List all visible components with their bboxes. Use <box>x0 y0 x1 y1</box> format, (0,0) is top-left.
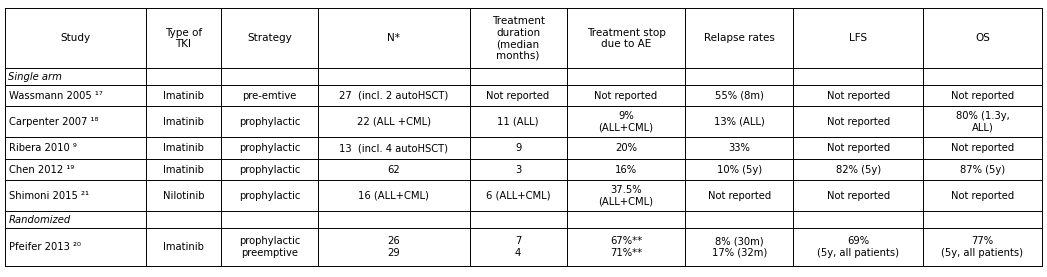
Text: Randomized: Randomized <box>8 215 70 225</box>
Text: Imatinib: Imatinib <box>163 117 204 127</box>
Text: Not reported: Not reported <box>826 91 890 101</box>
Text: 20%: 20% <box>615 143 637 153</box>
Text: 10% (5y): 10% (5y) <box>717 165 762 175</box>
Text: prophylactic: prophylactic <box>239 143 300 153</box>
Text: prophylactic: prophylactic <box>239 165 300 175</box>
Text: Pfeifer 2013 ²⁰: Pfeifer 2013 ²⁰ <box>9 242 82 252</box>
Text: N*: N* <box>387 33 400 43</box>
Text: Type of
TKI: Type of TKI <box>164 27 202 49</box>
Text: Carpenter 2007 ¹⁸: Carpenter 2007 ¹⁸ <box>9 117 98 127</box>
Text: Not reported: Not reported <box>708 191 771 201</box>
Text: 9%
(ALL+CML): 9% (ALL+CML) <box>599 111 653 133</box>
Text: 27  (incl. 2 autoHSCT): 27 (incl. 2 autoHSCT) <box>339 91 448 101</box>
Text: Nilotinib: Nilotinib <box>162 191 204 201</box>
Text: pre-emtive: pre-emtive <box>243 91 297 101</box>
Text: 69%
(5y, all patients): 69% (5y, all patients) <box>818 236 899 258</box>
Text: Imatinib: Imatinib <box>163 165 204 175</box>
Text: Ribera 2010 ⁹: Ribera 2010 ⁹ <box>9 143 77 153</box>
Text: Study: Study <box>61 33 90 43</box>
Text: 80% (1.3y,
ALL): 80% (1.3y, ALL) <box>956 111 1009 133</box>
Text: 77%
(5y, all patients): 77% (5y, all patients) <box>941 236 1023 258</box>
Text: 82% (5y): 82% (5y) <box>836 165 881 175</box>
Text: 3: 3 <box>515 165 521 175</box>
Text: Imatinib: Imatinib <box>163 242 204 252</box>
Text: Shimoni 2015 ²¹: Shimoni 2015 ²¹ <box>9 191 89 201</box>
Text: Strategy: Strategy <box>247 33 292 43</box>
Text: prophylactic: prophylactic <box>239 191 300 201</box>
Text: 16%: 16% <box>615 165 638 175</box>
Text: 16 (ALL+CML): 16 (ALL+CML) <box>358 191 429 201</box>
Text: Treatment
duration
(median
months): Treatment duration (median months) <box>492 16 544 61</box>
Text: 7
4: 7 4 <box>515 236 521 258</box>
Text: 37.5%
(ALL+CML): 37.5% (ALL+CML) <box>599 185 653 207</box>
Text: 6 (ALL+CML): 6 (ALL+CML) <box>486 191 551 201</box>
Text: Not reported: Not reported <box>951 91 1013 101</box>
Text: 55% (8m): 55% (8m) <box>715 91 764 101</box>
Text: Imatinib: Imatinib <box>163 143 204 153</box>
Text: 13  (incl. 4 autoHSCT): 13 (incl. 4 autoHSCT) <box>339 143 448 153</box>
Text: 67%**
71%**: 67%** 71%** <box>610 236 642 258</box>
Text: Not reported: Not reported <box>826 191 890 201</box>
Text: Not reported: Not reported <box>487 91 550 101</box>
Text: Treatment stop
due to AE: Treatment stop due to AE <box>586 27 666 49</box>
Text: Not reported: Not reported <box>951 191 1013 201</box>
Text: 22 (ALL +CML): 22 (ALL +CML) <box>357 117 431 127</box>
Text: Chen 2012 ¹⁹: Chen 2012 ¹⁹ <box>9 165 74 175</box>
Text: Not reported: Not reported <box>595 91 658 101</box>
Text: 11 (ALL): 11 (ALL) <box>497 117 539 127</box>
Text: 9: 9 <box>515 143 521 153</box>
Text: Wassmann 2005 ¹⁷: Wassmann 2005 ¹⁷ <box>9 91 104 101</box>
Text: Not reported: Not reported <box>951 143 1013 153</box>
Text: prophylactic
preemptive: prophylactic preemptive <box>239 236 300 258</box>
Text: Single arm: Single arm <box>8 71 62 81</box>
Text: 87% (5y): 87% (5y) <box>960 165 1005 175</box>
Text: 62: 62 <box>387 165 400 175</box>
Text: 8% (30m)
17% (32m): 8% (30m) 17% (32m) <box>712 236 767 258</box>
Text: 13% (ALL): 13% (ALL) <box>714 117 764 127</box>
Text: Imatinib: Imatinib <box>163 91 204 101</box>
Text: Not reported: Not reported <box>826 117 890 127</box>
Text: prophylactic: prophylactic <box>239 117 300 127</box>
Text: 33%: 33% <box>729 143 751 153</box>
Text: Relapse rates: Relapse rates <box>704 33 775 43</box>
Text: Not reported: Not reported <box>826 143 890 153</box>
Text: LFS: LFS <box>849 33 867 43</box>
Text: 26
29: 26 29 <box>387 236 400 258</box>
Text: OS: OS <box>975 33 989 43</box>
